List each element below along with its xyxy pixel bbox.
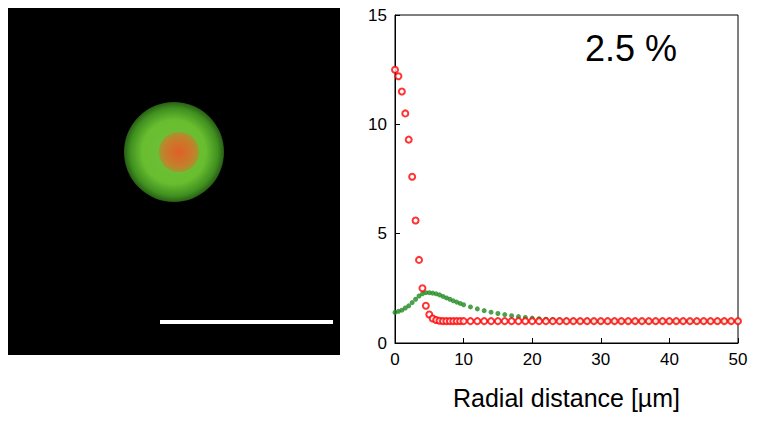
svg-text:2.5 %: 2.5 % <box>585 28 677 69</box>
svg-text:15: 15 <box>368 6 387 25</box>
svg-text:0: 0 <box>378 334 387 353</box>
svg-text:20: 20 <box>523 350 542 369</box>
svg-text:50: 50 <box>729 350 748 369</box>
svg-text:10: 10 <box>368 115 387 134</box>
svg-text:40: 40 <box>660 350 679 369</box>
svg-text:10: 10 <box>454 350 473 369</box>
svg-text:5: 5 <box>378 224 387 243</box>
svg-text:30: 30 <box>591 350 610 369</box>
svg-text:0: 0 <box>390 350 399 369</box>
svg-text:Radial distance [µm]: Radial distance [µm] <box>453 384 680 412</box>
